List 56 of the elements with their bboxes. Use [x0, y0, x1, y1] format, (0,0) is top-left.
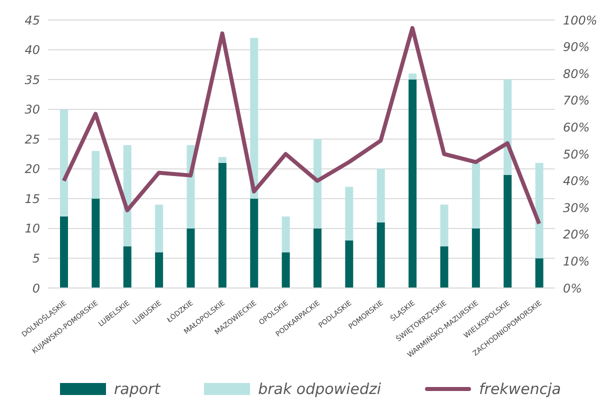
bar: [472, 228, 480, 288]
y2-tick-label: 90%: [563, 40, 590, 54]
legend-label: frekwencja: [478, 380, 561, 398]
bar: [504, 174, 512, 288]
y-tick-label: 15: [24, 192, 40, 206]
y2-tick-label: 40%: [563, 174, 590, 188]
bar: [345, 186, 354, 240]
line-series: [62, 26, 542, 226]
bar: [472, 162, 480, 228]
bar: [408, 74, 417, 80]
y2-tick-label: 50%: [563, 147, 590, 162]
bar: [408, 80, 417, 288]
bar: [186, 228, 195, 288]
y-tick-label: 35: [24, 72, 40, 87]
y-tick-label: 5: [32, 251, 40, 266]
bar: [218, 156, 226, 163]
y-tick-label: 10: [24, 222, 40, 236]
y2-tick-label: 20%: [563, 228, 590, 242]
bar: [345, 240, 354, 288]
y2-tick-label: 10%: [563, 254, 590, 268]
y2-tick-label: 100%: [563, 13, 598, 28]
bar: [250, 38, 258, 199]
y-tick-label: 30: [24, 102, 40, 117]
y2-tick-label: 70%: [563, 94, 590, 108]
legend-label: brak odpowiedzi: [257, 380, 382, 398]
y-tick-label: 0: [32, 281, 40, 296]
bar: [504, 80, 512, 175]
bar: [535, 258, 544, 288]
bar: [535, 162, 544, 258]
bar: [314, 228, 322, 288]
bar: [282, 216, 290, 252]
bar: [60, 216, 68, 288]
bar: [376, 168, 385, 222]
y-tick-label: 20: [24, 162, 40, 176]
bar: [314, 139, 322, 228]
legend-label: raport: [112, 380, 160, 398]
y2-tick-label: 80%: [563, 66, 590, 81]
bar: [123, 145, 132, 246]
bar: [376, 222, 385, 288]
y-tick-label: 25: [24, 132, 40, 146]
y2-tick-label: 0%: [563, 281, 582, 296]
bar: [218, 162, 226, 288]
y2-tick-label: 30%: [563, 200, 590, 215]
bar: [155, 204, 164, 252]
y-tick-label: 45: [24, 13, 40, 28]
bar: [60, 109, 68, 217]
bar: [440, 204, 448, 246]
y-tick-label: 40: [24, 43, 40, 58]
y2-tick-label: 60%: [563, 120, 590, 134]
bar: [440, 246, 448, 288]
bar: [250, 198, 258, 288]
bar: [282, 252, 290, 288]
bar: [92, 151, 100, 199]
bar: [155, 252, 164, 288]
bar: [123, 246, 132, 288]
bar: [92, 198, 100, 288]
